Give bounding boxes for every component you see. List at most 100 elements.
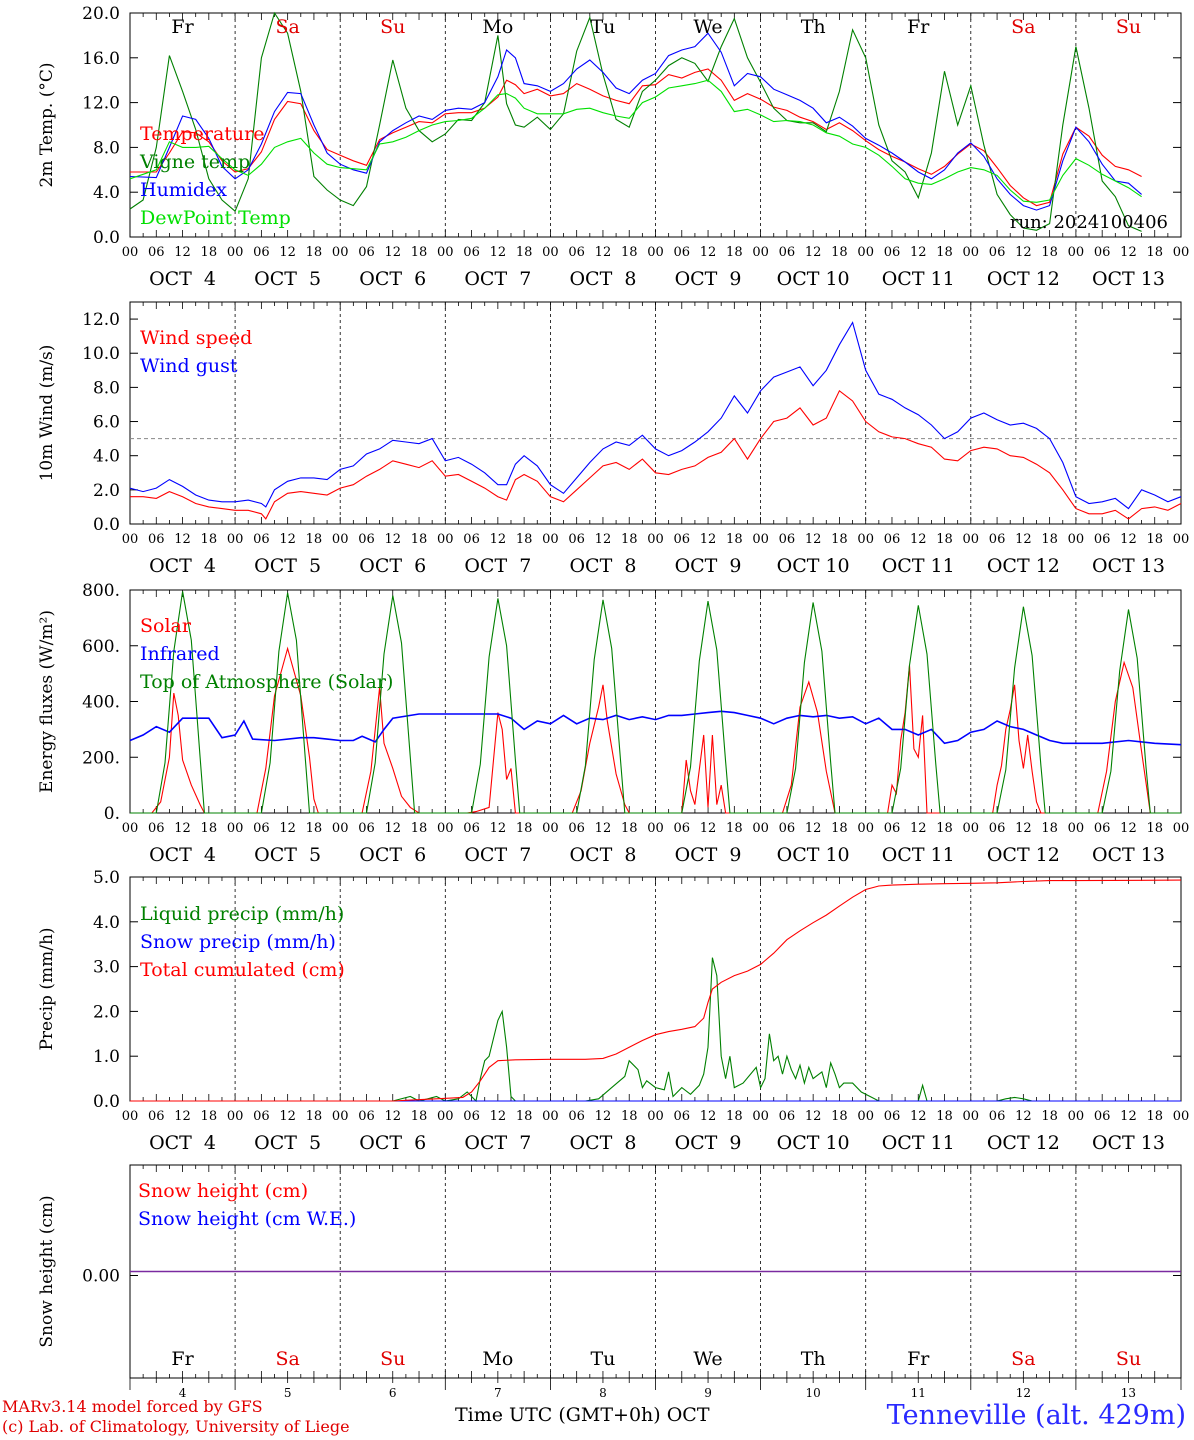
hour-tick-label: 18 (1146, 532, 1163, 547)
hour-tick-label: 12 (174, 532, 191, 547)
hour-tick-label: 18 (621, 821, 638, 836)
hour-tick-label: 00 (963, 245, 980, 260)
hour-tick-label: 18 (936, 245, 953, 260)
hour-tick-label: 12 (1120, 1109, 1137, 1124)
hour-tick-label: 12 (1015, 821, 1032, 836)
hour-tick-label: 00 (1173, 821, 1190, 836)
hour-tick-label: 12 (910, 532, 927, 547)
hour-tick-label: 18 (411, 245, 428, 260)
hour-tick-label: 00 (1068, 245, 1085, 260)
hour-tick-label: 06 (358, 532, 375, 547)
weekday-label: Fr (171, 16, 194, 38)
day-label: OCT 6 (359, 844, 426, 866)
day-label: OCT 7 (464, 268, 531, 290)
day-label: OCT 8 (569, 844, 636, 866)
hour-tick-label: 00 (1068, 532, 1085, 547)
day-number: 9 (704, 1386, 712, 1400)
day-label: OCT 5 (254, 555, 321, 577)
legend-entry: Solar (140, 615, 192, 637)
day-label: OCT 8 (569, 268, 636, 290)
weekday-label: Su (1116, 1348, 1141, 1370)
day-label: OCT 4 (149, 555, 216, 577)
hour-tick-label: 12 (595, 532, 612, 547)
hour-tick-label: 00 (752, 245, 769, 260)
day-label: OCT 11 (882, 1132, 955, 1154)
day-label: OCT 11 (882, 555, 955, 577)
hour-tick-label: 12 (490, 532, 507, 547)
hour-tick-label: 06 (779, 1109, 796, 1124)
day-label: OCT 7 (464, 555, 531, 577)
hour-tick-label: 06 (568, 1109, 585, 1124)
day-label: OCT 12 (987, 844, 1060, 866)
hour-tick-label: 18 (726, 245, 743, 260)
y-tick-label: 1.0 (93, 1047, 120, 1067)
y-tick-label: 800. (82, 581, 120, 601)
hour-tick-label: 12 (490, 821, 507, 836)
hour-tick-label: 06 (779, 532, 796, 547)
hour-tick-label: 06 (1094, 1109, 1111, 1124)
hour-tick-label: 00 (752, 1109, 769, 1124)
series-line (129, 32, 1142, 211)
hour-tick-label: 06 (989, 245, 1006, 260)
hour-tick-label: 18 (516, 245, 533, 260)
y-tick-label: 8.0 (93, 378, 120, 398)
hour-tick-label: 00 (542, 1109, 559, 1124)
weekday-label: Mo (482, 16, 513, 38)
series-line (130, 591, 1181, 814)
hour-tick-label: 12 (805, 245, 822, 260)
day-number: 5 (284, 1386, 292, 1400)
day-number: 6 (389, 1386, 397, 1400)
hour-tick-label: 12 (1015, 1109, 1032, 1124)
hour-tick-label: 18 (516, 1109, 533, 1124)
day-label: OCT 4 (149, 844, 216, 866)
hour-tick-label: 18 (1146, 821, 1163, 836)
day-label: OCT 8 (569, 1132, 636, 1154)
legend-entry: Snow height (cm W.E.) (138, 1208, 356, 1230)
hour-tick-label: 06 (253, 532, 270, 547)
hour-tick-label: 18 (516, 821, 533, 836)
y-tick-label: 200. (82, 748, 120, 768)
hour-tick-label: 12 (1015, 245, 1032, 260)
y-axis-label: Energy fluxes (W/m²) (37, 610, 57, 793)
hour-tick-label: 12 (1015, 532, 1032, 547)
hour-tick-label: 06 (148, 245, 165, 260)
day-label: OCT 7 (464, 844, 531, 866)
hour-tick-label: 00 (332, 532, 349, 547)
hour-tick-label: 06 (463, 245, 480, 260)
y-tick-label: 16.0 (82, 49, 120, 69)
hour-tick-label: 18 (726, 532, 743, 547)
hour-tick-label: 18 (1146, 245, 1163, 260)
hour-tick-label: 06 (884, 245, 901, 260)
weekday-label: Sa (1011, 16, 1035, 38)
hour-tick-label: 18 (201, 245, 218, 260)
hour-tick-label: 18 (621, 245, 638, 260)
weekday-label: Tu (590, 1348, 615, 1370)
day-label: OCT 5 (254, 1132, 321, 1154)
day-label: OCT 10 (777, 1132, 850, 1154)
y-tick-label: 0.0 (93, 228, 120, 248)
hour-tick-label: 18 (201, 1109, 218, 1124)
hour-tick-label: 06 (463, 1109, 480, 1124)
hour-tick-label: 12 (595, 1109, 612, 1124)
day-label: OCT 10 (777, 555, 850, 577)
hour-tick-label: 12 (595, 245, 612, 260)
hour-tick-label: 12 (174, 245, 191, 260)
y-tick-label: 0.0 (93, 515, 120, 535)
series-line (130, 646, 1181, 814)
weekday-label: Th (801, 1348, 826, 1370)
hour-tick-label: 12 (384, 821, 401, 836)
hour-tick-label: 00 (227, 532, 244, 547)
hour-tick-label: 12 (700, 245, 717, 260)
weekday-label: Tu (590, 16, 615, 38)
legend-entry: Wind speed (140, 327, 252, 349)
hour-tick-label: 00 (647, 821, 664, 836)
hour-tick-label: 06 (463, 821, 480, 836)
y-axis-label: 10m Wind (m/s) (37, 345, 57, 482)
hour-tick-label: 12 (279, 245, 296, 260)
plot-frame (129, 589, 1182, 814)
day-label: OCT 13 (1092, 268, 1165, 290)
y-axis-label: 2m Temp. (°C) (37, 62, 57, 187)
day-label: OCT 13 (1092, 844, 1165, 866)
series-line (129, 11, 1142, 232)
day-label: OCT 12 (987, 555, 1060, 577)
